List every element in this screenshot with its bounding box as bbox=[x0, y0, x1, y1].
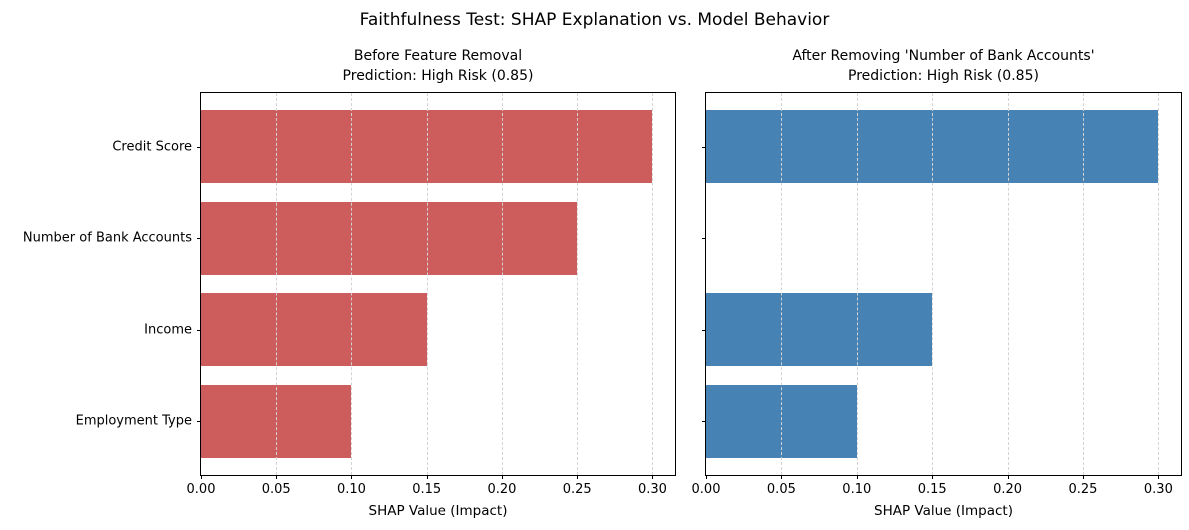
x-tick-label: 0.05 bbox=[766, 482, 796, 497]
x-tick-mark bbox=[426, 475, 428, 479]
x-tick-mark bbox=[652, 475, 654, 479]
y-tick-mark bbox=[702, 329, 706, 331]
y-tick-mark bbox=[197, 238, 201, 240]
y-tick-label: Income bbox=[144, 322, 192, 338]
gridline bbox=[577, 93, 579, 475]
x-tick-label: 0.05 bbox=[261, 482, 291, 497]
x-tick-label: 0.00 bbox=[186, 482, 216, 497]
y-tick-label: Number of Bank Accounts bbox=[22, 230, 192, 246]
x-tick-mark bbox=[856, 475, 858, 479]
x-tick-mark bbox=[781, 475, 783, 479]
x-tick-mark bbox=[706, 475, 707, 479]
axes-after-plot-area: 0.00 0.05 0.10 0.15 0.20 0.25 0.30 bbox=[692, 92, 1182, 497]
x-tick-mark bbox=[351, 475, 353, 479]
x-tick-mark bbox=[1082, 475, 1084, 479]
bar-income bbox=[706, 293, 933, 367]
axes-after: After Removing 'Number of Bank Accounts'… bbox=[692, 48, 1182, 519]
x-tick-label: 0.25 bbox=[562, 482, 592, 497]
y-tick-mark bbox=[197, 146, 201, 148]
gridline bbox=[351, 93, 353, 475]
gridline bbox=[501, 93, 503, 475]
y-tick-mark bbox=[702, 146, 706, 148]
x-tick-label: 0.25 bbox=[1068, 482, 1098, 497]
y-tick-mark bbox=[702, 421, 706, 423]
x-tick-mark bbox=[1158, 475, 1160, 479]
x-tick-mark bbox=[577, 475, 579, 479]
figure-title: Faithfulness Test: SHAP Explanation vs. … bbox=[359, 10, 830, 30]
x-tick-label: 0.20 bbox=[487, 482, 517, 497]
x-tick-label: 0.20 bbox=[993, 482, 1023, 497]
x-tick-label: 0.15 bbox=[917, 482, 947, 497]
bar-number-of-bank-accounts bbox=[201, 201, 578, 275]
axes-after-xlabel: SHAP Value (Impact) bbox=[874, 503, 1013, 519]
gridline bbox=[652, 93, 654, 475]
gridline bbox=[932, 93, 934, 475]
y-tick-mark bbox=[197, 329, 201, 331]
y-tick-mark bbox=[197, 421, 201, 423]
gridline bbox=[276, 93, 278, 475]
gridline bbox=[856, 93, 858, 475]
x-tick-mark bbox=[1007, 475, 1009, 479]
axes-before-xlabel: SHAP Value (Impact) bbox=[368, 503, 508, 519]
gridline bbox=[1082, 93, 1084, 475]
gridline bbox=[426, 93, 428, 475]
y-tick-label: Credit Score bbox=[112, 139, 192, 155]
bar-income bbox=[201, 293, 427, 367]
axes-before-plot-area: 0.00 0.05 0.10 0.15 0.20 0.25 0.30 Credit Score… bbox=[23, 92, 676, 497]
x-tick-label: 0.30 bbox=[1143, 482, 1173, 497]
gridline bbox=[781, 93, 783, 475]
x-tick-mark bbox=[201, 475, 202, 479]
y-tick-mark bbox=[702, 238, 706, 240]
gridline bbox=[1007, 93, 1009, 475]
x-tick-mark bbox=[276, 475, 278, 479]
axes-before-title: Before Feature Removal Prediction: High … bbox=[342, 48, 534, 84]
axes-before: Before Feature Removal Prediction: High … bbox=[23, 48, 676, 519]
x-tick-label: 0.30 bbox=[637, 482, 667, 497]
y-tick-label: Employment Type bbox=[75, 413, 192, 429]
x-tick-label: 0.00 bbox=[691, 482, 721, 497]
x-tick-mark bbox=[501, 475, 503, 479]
axes-after-title: After Removing 'Number of Bank Accounts'… bbox=[792, 48, 1095, 84]
x-tick-label: 0.15 bbox=[412, 482, 442, 497]
x-tick-mark bbox=[932, 475, 934, 479]
x-tick-label: 0.10 bbox=[336, 482, 366, 497]
x-tick-label: 0.10 bbox=[842, 482, 872, 497]
gridline bbox=[1158, 93, 1160, 475]
